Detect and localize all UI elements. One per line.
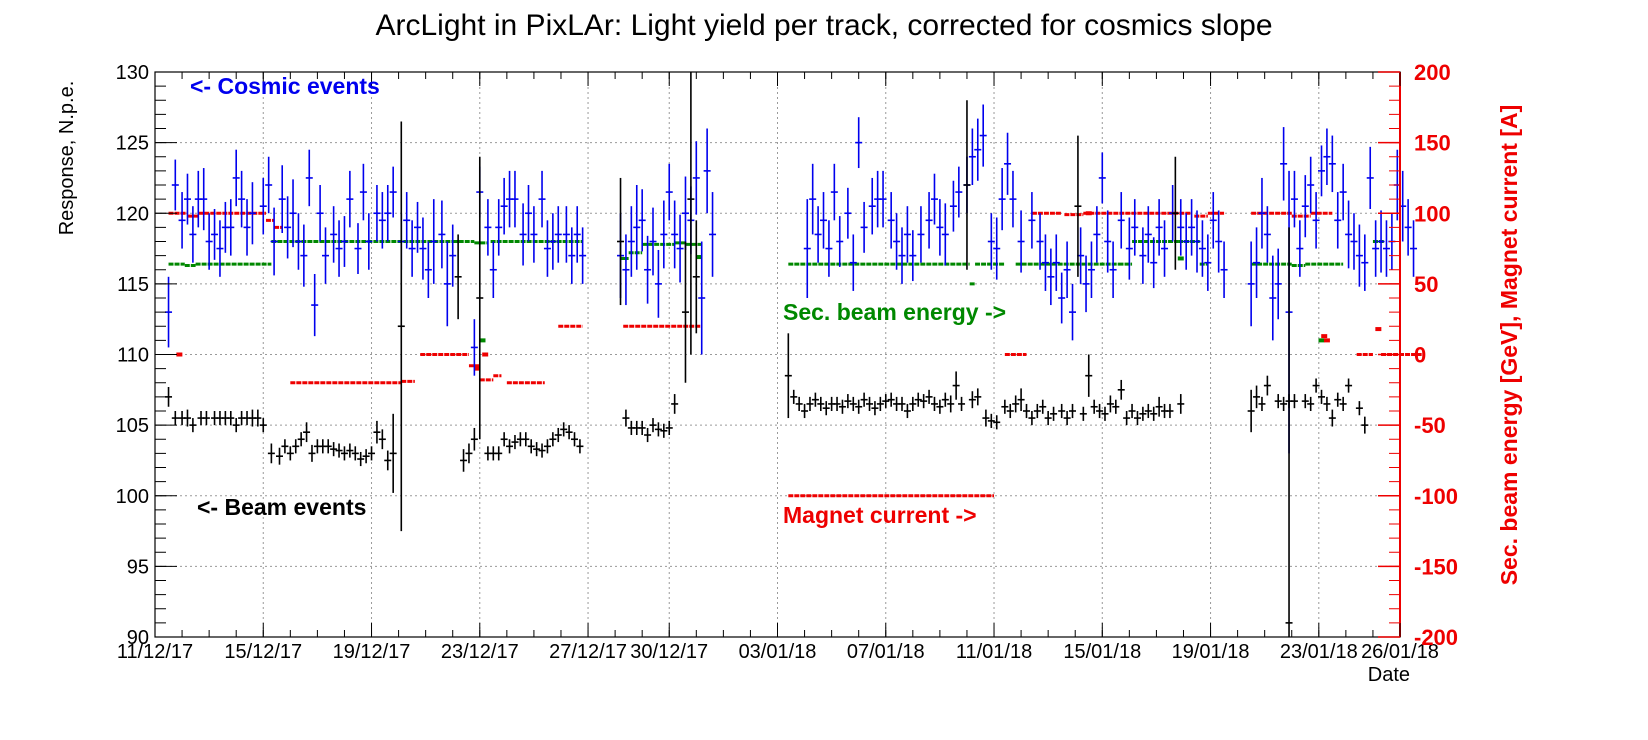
energy-point xyxy=(479,338,486,343)
energy-layer xyxy=(168,240,1384,343)
y-tick-label: 115 xyxy=(117,274,149,296)
y2-tick-label: 0 xyxy=(1414,343,1426,368)
energy-point xyxy=(1177,256,1184,261)
magnet-point xyxy=(1323,338,1330,343)
y2-tick-label: 50 xyxy=(1414,272,1438,297)
energy-point xyxy=(696,255,703,260)
annotation-cosmic: <- Cosmic events xyxy=(190,73,380,99)
magnet-point xyxy=(1085,211,1092,216)
y-tick-label: 130 xyxy=(116,62,149,84)
y2-tick-label: -100 xyxy=(1414,484,1458,509)
y-tick-label: 105 xyxy=(116,415,149,437)
annotation-energy: Sec. beam energy -> xyxy=(783,299,1006,325)
y2-tick-label: -200 xyxy=(1414,625,1458,650)
ticks-layer xyxy=(154,71,1401,638)
magnet-point xyxy=(474,366,481,371)
cosmic-layer xyxy=(165,104,1418,454)
y2-tick-label: 200 xyxy=(1414,60,1451,85)
x-tick-label: 07/01/18 xyxy=(847,641,925,663)
y-tick-label: 100 xyxy=(116,486,149,508)
y2-tick-label: 150 xyxy=(1414,131,1451,156)
y2-tick-label: -150 xyxy=(1414,554,1458,579)
y-tick-label: 90 xyxy=(127,627,149,649)
x-tick-label: 27/12/17 xyxy=(549,641,627,663)
y2-axis-label: Sec. beam energy [GeV], Magnet current [… xyxy=(1496,105,1522,586)
x-tick-label: 26/01/18 xyxy=(1361,641,1439,663)
x-tick-label: 19/12/17 xyxy=(333,641,411,663)
x-tick-label: 03/01/18 xyxy=(739,641,817,663)
grid-layer xyxy=(155,72,1400,637)
y-axis-label: Response, N.p.e. xyxy=(56,81,78,236)
labels-layer: 11/12/17 15/12/17 19/12/17 23/12/17 27/12/17… xyxy=(116,60,1458,663)
beam-layer xyxy=(165,72,1369,637)
energy-point xyxy=(1318,338,1325,343)
x-tick-label: 23/12/17 xyxy=(441,641,519,663)
magnet-point xyxy=(482,352,489,357)
y-tick-label: 110 xyxy=(117,345,149,367)
y2-tick-label: -50 xyxy=(1414,413,1446,438)
x-tick-label: 23/01/18 xyxy=(1280,641,1358,663)
x-tick-label: 11/01/18 xyxy=(956,641,1032,663)
x-tick-label: 11/12/17 xyxy=(117,641,193,663)
y-tick-label: 125 xyxy=(116,133,149,155)
annotation-magnet: Magnet current -> xyxy=(783,502,977,528)
y-tick-label: 120 xyxy=(116,203,149,225)
magnet-point xyxy=(176,352,183,357)
annotation-beam: <- Beam events xyxy=(197,494,366,520)
magnet-point xyxy=(1321,334,1328,339)
chart-title: ArcLight in PixLAr: Light yield per trac… xyxy=(375,9,1272,42)
x-tick-label: 15/12/17 xyxy=(224,641,302,663)
y-tick-label: 95 xyxy=(127,556,149,578)
x-tick-label: 30/12/17 xyxy=(630,641,708,663)
x-axis-label: Date xyxy=(1368,664,1410,686)
x-tick-label: 15/01/18 xyxy=(1063,641,1141,663)
magnet-point xyxy=(1375,327,1382,332)
x-tick-label: 19/01/18 xyxy=(1172,641,1250,663)
y2-tick-label: 100 xyxy=(1414,201,1451,226)
